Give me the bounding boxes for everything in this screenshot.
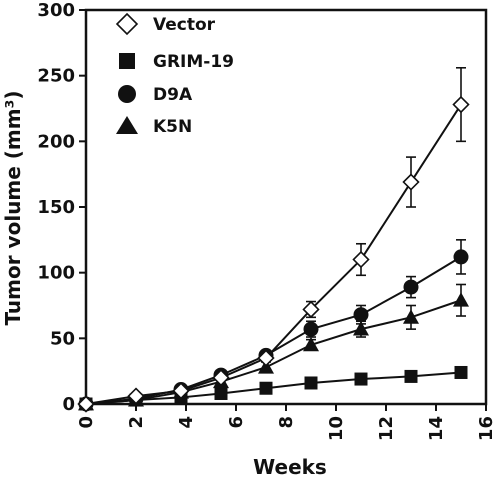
legend-label: Vector [153,15,216,35]
data-point-grim-19 [259,381,273,395]
legend-item-k5n: K5N [116,116,192,137]
data-point-k5n [353,321,369,336]
data-point-k5n [453,292,469,307]
x-tick-label: 0 [76,416,97,429]
data-point-vector [257,349,275,367]
y-tick-label: 250 [37,66,75,87]
x-tick-label: 12 [376,416,397,441]
x-tick-label: 14 [426,416,447,441]
data-point-vector [77,395,95,413]
data-point-vector [302,300,320,319]
legend-item-grim-19: GRIM-19 [119,52,234,72]
legend-item-vector: Vector [115,12,216,36]
data-point-grim-19 [214,386,228,400]
legend-label: K5N [153,117,192,137]
x-tick-label: 10 [326,416,347,441]
data-point-vector [352,250,370,269]
y-tick-label: 200 [37,131,75,152]
legend-label: GRIM-19 [153,52,234,72]
y-tick-label: 100 [37,263,75,284]
data-point-k5n [403,309,419,324]
data-point-k5n [303,336,319,352]
y-axis-title: Tumor volume (mm³) [1,90,25,325]
data-point-vector [402,173,420,191]
plot-frame [84,8,488,406]
legend-label: D9A [153,85,193,105]
legend-marker [119,53,135,69]
legend-marker [118,85,136,103]
data-point-grim-19 [354,372,368,386]
data-point-vector [127,387,145,405]
x-tick-label: 16 [476,416,497,441]
legend-marker [115,12,139,36]
series-d9a [78,239,469,412]
y-tick-label: 0 [62,394,75,415]
data-point-d9a [303,321,319,337]
data-point-d9a [353,307,369,323]
y-tick-label: 50 [50,328,75,349]
x-tick-label: 8 [276,416,297,429]
series-layer [77,66,470,413]
data-point-d9a [453,249,469,265]
legend: Vector GRIM-19 D9A K5N [115,12,234,137]
x-tick-label: 2 [126,416,147,429]
x-tick-label: 6 [226,416,247,429]
series-vector [77,66,470,413]
legend-item-d9a: D9A [118,85,193,105]
data-point-grim-19 [454,365,468,379]
data-point-vector [212,369,230,387]
data-point-grim-19 [304,376,318,390]
x-axis-title: Weeks [253,455,327,479]
y-tick-label: 150 [37,197,75,218]
data-point-vector [452,95,470,114]
legend-marker [116,116,138,134]
y-tick-label: 300 [37,0,75,21]
data-point-d9a [403,279,419,295]
x-tick-label: 4 [176,416,197,429]
data-point-grim-19 [404,369,418,383]
data-point-vector [172,382,190,400]
